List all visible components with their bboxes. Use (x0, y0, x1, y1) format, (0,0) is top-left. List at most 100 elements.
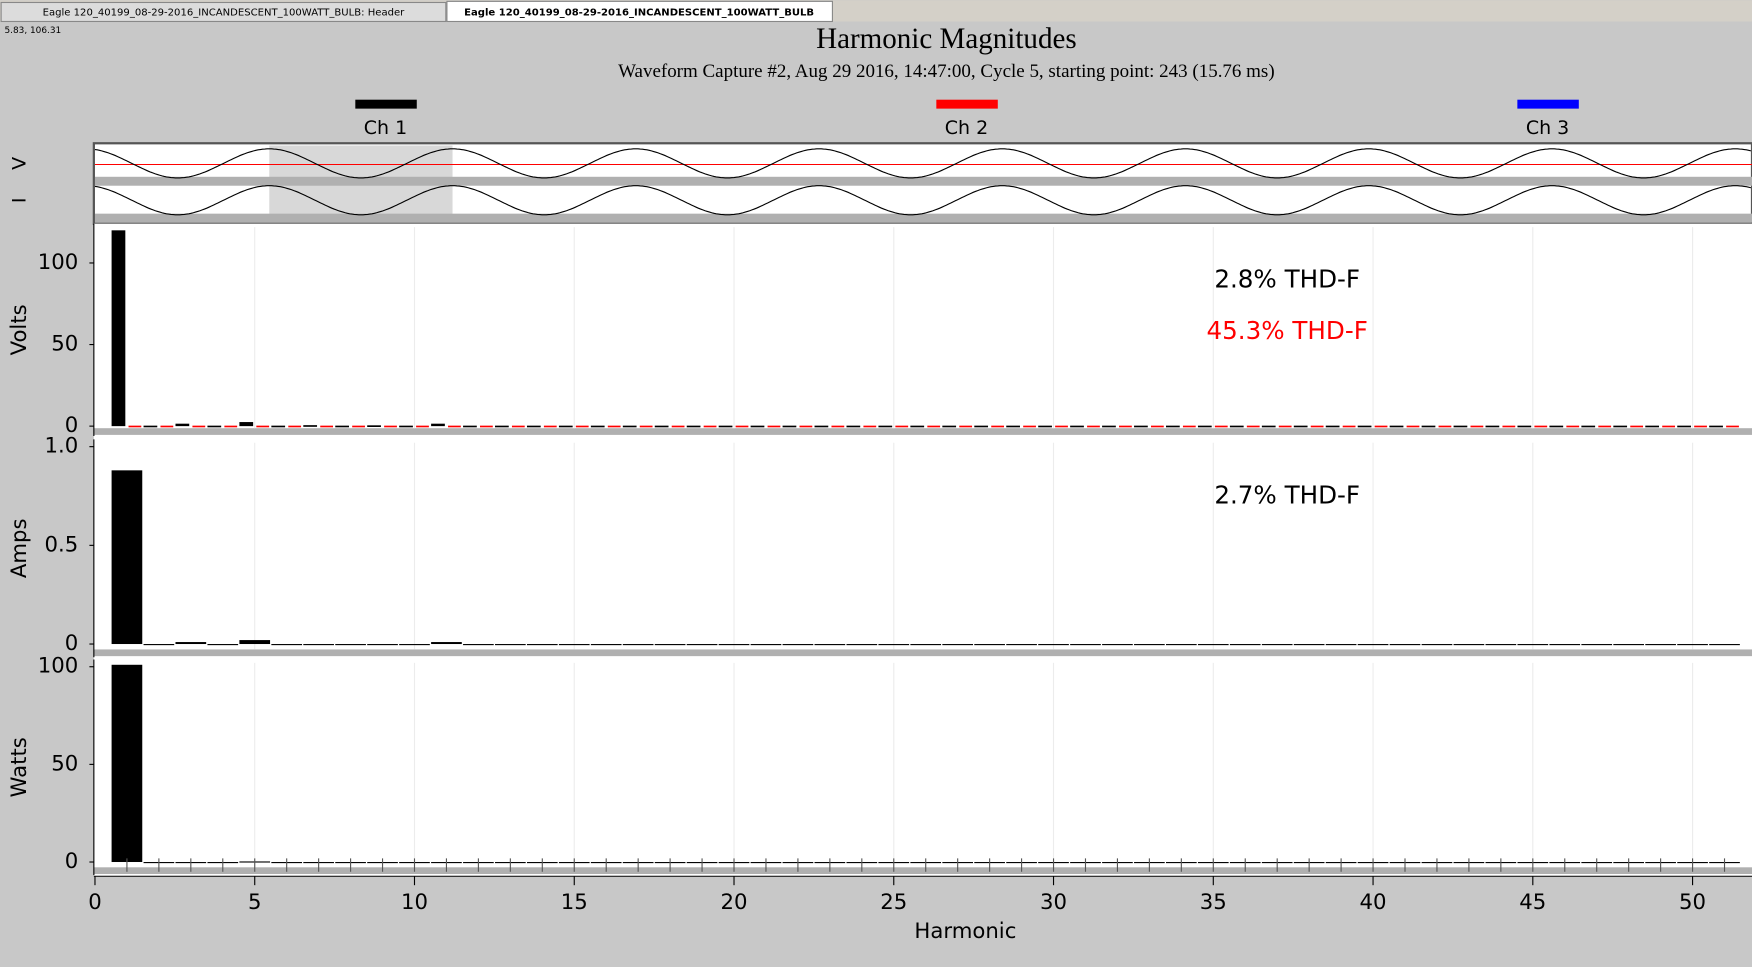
bar (288, 425, 302, 428)
bar (1485, 425, 1500, 428)
bar (910, 644, 942, 646)
bar (416, 425, 429, 428)
legend-label: Ch 3 (1526, 117, 1569, 139)
bar (991, 425, 1005, 428)
legend-swatch (355, 99, 417, 109)
bar (1070, 644, 1101, 646)
bar (1549, 644, 1581, 646)
bar (1102, 425, 1116, 428)
bar (1662, 425, 1675, 428)
bar (942, 644, 974, 646)
bar (1278, 425, 1292, 428)
bar (846, 644, 878, 646)
plot-area (93, 223, 1752, 877)
bar (1645, 425, 1660, 428)
bar (974, 644, 1005, 646)
y-tick-label: 1.0 (44, 434, 78, 459)
bar (256, 425, 270, 428)
bar (511, 425, 525, 428)
bar (782, 425, 797, 428)
bar (1357, 644, 1389, 646)
tab[interactable] (0, 1, 447, 23)
tab-label: Eagle 120_40199_08-29-2016_INCANDESCENT_… (464, 8, 814, 19)
bar (1357, 425, 1372, 428)
y-tick-label: 0 (65, 413, 79, 438)
bar (160, 425, 174, 428)
bar (1549, 425, 1564, 428)
bar (1581, 644, 1613, 646)
bar (750, 425, 765, 428)
bar (1293, 644, 1325, 646)
bar (959, 425, 973, 428)
bar (607, 425, 621, 428)
bar (175, 642, 207, 645)
panel-band (93, 428, 1752, 435)
bar (1070, 425, 1084, 428)
bar (1694, 425, 1707, 428)
y-tick-label: 0.5 (44, 532, 78, 557)
x-tick-label: 0 (88, 890, 102, 915)
bar (910, 425, 925, 428)
bar (1421, 644, 1453, 646)
bar (463, 644, 494, 646)
bar (654, 425, 669, 428)
bar (1119, 425, 1132, 428)
bar (1645, 644, 1676, 646)
bar (1293, 425, 1308, 428)
bar (1197, 425, 1212, 428)
bar (1134, 644, 1165, 646)
chart-subtitle: Waveform Capture #2, Aug 29 2016, 14:47:… (618, 61, 1275, 82)
bar (1214, 425, 1228, 428)
bar (1726, 425, 1739, 428)
bar (431, 642, 462, 645)
bar (239, 422, 254, 427)
bar (622, 425, 637, 428)
tab-active[interactable] (446, 0, 833, 23)
x-tick-label: 40 (1360, 890, 1387, 915)
bar (495, 425, 509, 428)
bar (1598, 425, 1612, 428)
bar (175, 423, 190, 427)
bar (448, 425, 461, 428)
legend-label: Ch 2 (945, 117, 988, 139)
bar (207, 425, 222, 428)
y-tick-label: 100 (38, 250, 79, 275)
annotation: 2.7% THD-F (1214, 480, 1360, 509)
bar (878, 425, 893, 428)
bar (974, 425, 989, 428)
bar (799, 425, 813, 428)
annotation: 45.3% THD-F (1207, 316, 1368, 345)
bar (1374, 425, 1388, 428)
bar (1325, 425, 1340, 428)
bar (1502, 425, 1516, 428)
x-tick-label: 10 (401, 890, 428, 915)
panel-band (93, 649, 1752, 657)
bar (1613, 425, 1628, 428)
bar (558, 644, 590, 646)
bar (878, 644, 910, 646)
bar (128, 425, 142, 428)
bar (927, 425, 941, 428)
bar (750, 644, 782, 646)
chart-title: Harmonic Magnitudes (816, 23, 1077, 55)
bar (495, 644, 526, 646)
bar (320, 425, 334, 428)
x-tick-label: 20 (721, 890, 748, 915)
bar (1246, 425, 1260, 428)
bar (271, 425, 286, 428)
bar (895, 425, 909, 428)
bar (1006, 644, 1037, 646)
bar (1134, 425, 1148, 428)
y-tick-label: 0 (65, 631, 79, 656)
bar (1087, 425, 1100, 428)
bar (303, 644, 334, 646)
y-tick-label: 50 (51, 751, 78, 776)
bar (1310, 425, 1324, 428)
x-tick-label: 45 (1519, 890, 1546, 915)
bar (575, 425, 589, 428)
bar (1038, 644, 1069, 646)
bar (686, 644, 718, 646)
bar (1613, 644, 1645, 646)
legend-swatch (936, 99, 998, 109)
